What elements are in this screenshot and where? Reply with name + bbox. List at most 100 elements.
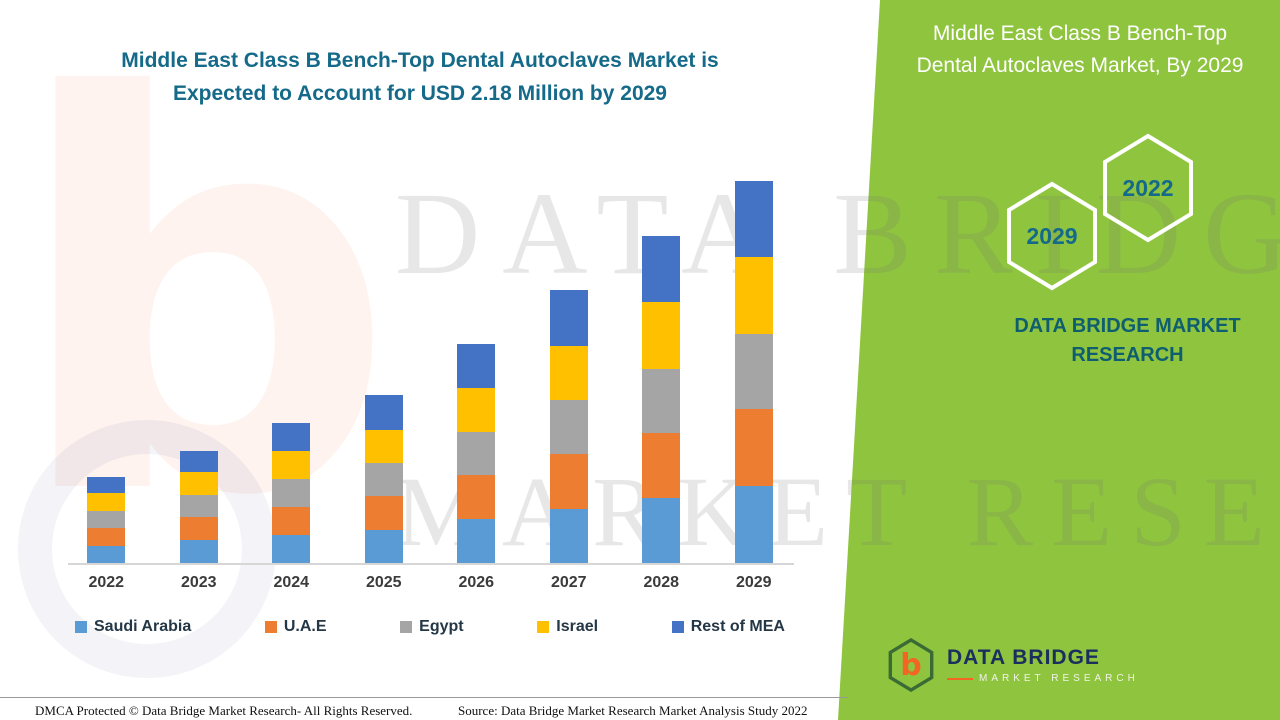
watermark-text-line1: DATA BRIDGE	[395, 168, 1280, 299]
bar-segment-u-a-e	[364, 496, 403, 530]
legend-item-u-a-e: U.A.E	[264, 618, 327, 636]
legend-item-israel: Israel	[537, 618, 598, 636]
bar-segment-saudi-arabia	[272, 535, 311, 563]
x-axis-label: 2022	[88, 574, 125, 591]
bar-segment-israel	[272, 451, 311, 479]
side-panel-title: Middle East Class B Bench-Top Dental Aut…	[916, 22, 1244, 77]
hexagon-2029-label: 2029	[1026, 222, 1078, 249]
legend-swatch-icon	[400, 621, 413, 633]
x-axis-label: 2024	[273, 574, 310, 591]
bar-segment-saudi-arabia	[642, 498, 681, 563]
legend-swatch-icon	[537, 621, 550, 633]
bar-segment-rest-of-mea	[642, 235, 681, 303]
bar-segment-israel	[734, 256, 773, 334]
bar-segment-saudi-arabia	[364, 529, 403, 563]
bar-segment-rest-of-mea	[734, 181, 773, 257]
footer-copyright: DMCA Protected © Data Bridge Market Rese…	[35, 703, 413, 718]
legend-swatch-icon	[671, 621, 684, 633]
bar-stack	[734, 181, 773, 563]
bar-stack	[364, 394, 403, 563]
hexagon-outline-icon	[1103, 133, 1193, 243]
bar-chart	[60, 143, 800, 563]
bar-segment-israel	[549, 345, 588, 401]
bar-segment-saudi-arabia	[179, 540, 218, 563]
hexagon-2022: 2022	[1094, 132, 1202, 244]
brand-text-line1: DATA BRIDGE MARKET	[1014, 315, 1241, 337]
legend-label: Egypt	[419, 618, 464, 635]
bar-stack	[642, 235, 681, 563]
bar-segment-u-a-e	[179, 517, 218, 541]
bar-segment-saudi-arabia	[87, 545, 126, 563]
bar-segment-egypt	[457, 431, 496, 476]
hexagon-2022-label: 2022	[1122, 174, 1174, 201]
legend-label: Saudi Arabia	[94, 618, 192, 635]
bar-segment-rest-of-mea	[272, 423, 311, 451]
bar-segment-israel	[364, 429, 403, 464]
bar-segment-egypt	[734, 333, 773, 409]
bar-segment-rest-of-mea	[549, 289, 588, 346]
logo-hexagon-icon: b	[885, 637, 937, 693]
footer-divider	[0, 697, 848, 698]
brand-text-line2: RESEARCH	[1071, 344, 1184, 366]
x-axis-label: 2027	[550, 574, 587, 591]
legend-label: U.A.E	[283, 618, 327, 635]
footer-source: Source: Data Bridge Market Research Mark…	[458, 703, 808, 718]
bar-segment-u-a-e	[642, 433, 681, 499]
bar-segment-egypt	[642, 368, 681, 434]
page-title-line1: Middle East Class B Bench-Top Dental Aut…	[121, 49, 719, 72]
bar-segment-u-a-e	[734, 409, 773, 486]
x-axis-labels: 2022 2023 2024 2025 2026 2027 2028 2029	[60, 574, 800, 592]
chart-legend: Saudi Arabia U.A.E Egypt Israel Rest of MEA	[75, 618, 785, 636]
logo-letter: b	[900, 647, 922, 683]
bar-segment-rest-of-mea	[364, 394, 403, 430]
bar-segment-saudi-arabia	[457, 519, 496, 563]
legend-label: Israel	[556, 618, 599, 635]
logo-sub-text: MARKET RESEARCH	[979, 673, 1139, 684]
bar-segment-rest-of-mea	[179, 450, 218, 472]
bar-stack	[549, 289, 588, 563]
bar-column-2028	[615, 235, 708, 563]
x-axis-label: 2025	[365, 574, 402, 591]
watermark-text-line2: MARKET RESEARCH	[395, 456, 1280, 567]
hexagon-outline-icon	[1007, 181, 1097, 291]
legend-item-saudi-arabia: Saudi Arabia	[75, 618, 191, 636]
bar-segment-u-a-e	[87, 528, 126, 546]
legend-item-egypt: Egypt	[400, 618, 464, 636]
bar-stack	[457, 344, 496, 563]
bar-column-2025	[338, 394, 431, 563]
bar-stack	[87, 477, 126, 563]
bar-segment-egypt	[179, 494, 218, 518]
bar-column-2023	[153, 450, 246, 563]
company-logo: b DATA BRIDGE MARKET RESEARCH	[885, 637, 1139, 693]
bar-stack	[272, 423, 311, 563]
bar-column-2022	[60, 477, 153, 563]
bar-segment-egypt	[87, 510, 126, 528]
bar-segment-egypt	[272, 479, 311, 507]
bar-column-2029	[708, 181, 801, 563]
bar-column-2026	[430, 344, 523, 563]
bar-segment-israel	[87, 493, 126, 511]
bar-stack	[179, 450, 218, 563]
bar-column-2024	[245, 423, 338, 563]
bar-segment-rest-of-mea	[87, 477, 126, 493]
brand-text: DATA BRIDGE MARKET RESEARCH	[985, 312, 1270, 370]
legend-item-rest-of-mea: Rest of MEA	[671, 618, 785, 636]
bar-segment-u-a-e	[272, 507, 311, 535]
hexagon-2029: 2029	[998, 180, 1106, 292]
page-title-line2: Expected to Account for USD 2.18 Million…	[172, 81, 667, 105]
bar-segment-israel	[457, 387, 496, 432]
bar-segment-egypt	[549, 400, 588, 455]
bar-segment-saudi-arabia	[734, 486, 773, 563]
x-axis-label: 2026	[458, 574, 495, 591]
logo-brand-text: DATA BRIDGE	[947, 646, 1100, 669]
x-axis-label: 2028	[643, 574, 680, 591]
page-title: Middle East Class B Bench-Top Dental Aut…	[55, 45, 785, 110]
legend-label: Rest of MEA	[690, 618, 785, 635]
bar-segment-egypt	[364, 463, 403, 497]
bar-segment-u-a-e	[457, 475, 496, 520]
bar-segment-u-a-e	[549, 454, 588, 509]
bar-segment-israel	[179, 471, 218, 495]
legend-swatch-icon	[75, 621, 87, 633]
x-axis-label: 2023	[180, 574, 217, 591]
